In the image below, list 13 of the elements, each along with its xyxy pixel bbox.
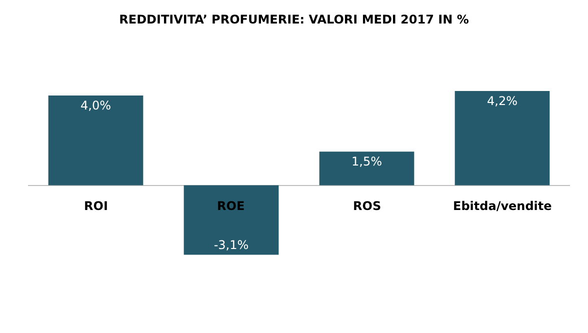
data-label: 1,5%	[352, 154, 382, 169]
bar	[319, 152, 414, 186]
data-label: 4,0%	[80, 98, 112, 113]
x-tick-label: Ebitda/vendite	[453, 199, 552, 213]
data-label: -3,1%	[214, 238, 249, 252]
chart-title: REDDITIVITA’ PROFUMERIE: VALORI MEDI 2017 IN %	[119, 12, 469, 26]
x-tick-label: ROS	[353, 199, 382, 213]
bar	[48, 96, 144, 186]
x-tick-label: ROI	[84, 199, 108, 213]
bar	[454, 91, 550, 186]
x-tick-label: ROE	[217, 199, 245, 213]
bar	[184, 185, 279, 255]
data-label: 4,2%	[487, 94, 518, 108]
